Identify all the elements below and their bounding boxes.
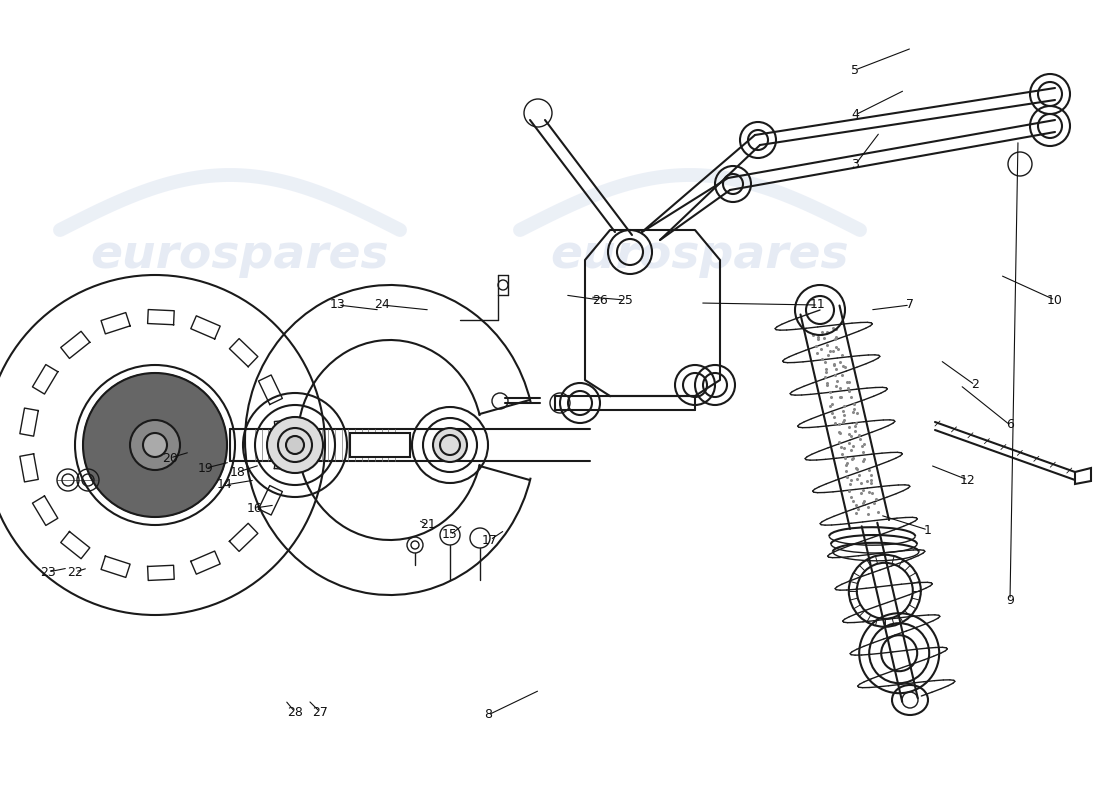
Circle shape: [130, 420, 180, 470]
Text: 6: 6: [1006, 418, 1014, 431]
Text: 27: 27: [312, 706, 328, 718]
Text: 15: 15: [442, 529, 458, 542]
Text: 2: 2: [971, 378, 979, 391]
Text: 13: 13: [330, 298, 345, 311]
Text: 5: 5: [851, 63, 859, 77]
Circle shape: [143, 433, 167, 457]
Text: 1: 1: [924, 523, 932, 537]
Text: 17: 17: [482, 534, 498, 546]
Text: 10: 10: [1047, 294, 1063, 306]
Text: 22: 22: [67, 566, 82, 578]
Text: 25: 25: [617, 294, 632, 306]
Text: 26: 26: [592, 294, 608, 306]
Text: 12: 12: [960, 474, 976, 486]
Polygon shape: [1075, 468, 1091, 484]
Text: 3: 3: [851, 158, 859, 171]
Bar: [350, 433, 410, 457]
Text: 16: 16: [248, 502, 263, 514]
Text: 4: 4: [851, 109, 859, 122]
Text: 11: 11: [810, 298, 826, 311]
Text: eurospares: eurospares: [90, 233, 389, 278]
Text: 28: 28: [287, 706, 303, 718]
Text: 18: 18: [230, 466, 246, 478]
Text: 7: 7: [906, 298, 914, 311]
Text: 20: 20: [162, 451, 178, 465]
Circle shape: [433, 428, 468, 462]
Circle shape: [267, 417, 323, 473]
Text: eurospares: eurospares: [551, 233, 849, 278]
Text: 21: 21: [420, 518, 436, 531]
Text: 19: 19: [198, 462, 213, 474]
Text: 23: 23: [40, 566, 56, 578]
Wedge shape: [82, 373, 227, 517]
Text: 14: 14: [217, 478, 233, 491]
Text: 8: 8: [484, 709, 492, 722]
Circle shape: [286, 436, 304, 454]
Text: 24: 24: [374, 298, 389, 311]
Text: 9: 9: [1006, 594, 1014, 606]
